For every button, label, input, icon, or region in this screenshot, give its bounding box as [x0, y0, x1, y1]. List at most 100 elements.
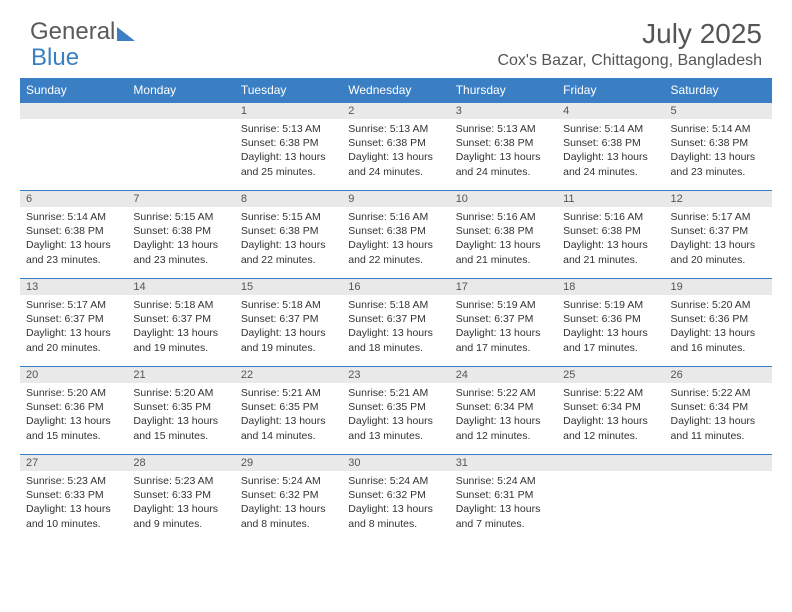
sunset-text: Sunset: 6:38 PM: [563, 136, 658, 150]
calendar-cell: 14Sunrise: 5:18 AMSunset: 6:37 PMDayligh…: [127, 279, 234, 367]
calendar-cell: [665, 455, 772, 543]
day-number: 25: [557, 367, 664, 383]
logo: General: [30, 18, 135, 46]
cell-body: Sunrise: 5:13 AMSunset: 6:38 PMDaylight:…: [450, 119, 557, 183]
sunrise-text: Sunrise: 5:18 AM: [241, 298, 336, 312]
cell-body: Sunrise: 5:14 AMSunset: 6:38 PMDaylight:…: [665, 119, 772, 183]
day-number: 1: [235, 103, 342, 119]
day-number: 7: [127, 191, 234, 207]
calendar-cell: 7Sunrise: 5:15 AMSunset: 6:38 PMDaylight…: [127, 191, 234, 279]
cell-body: Sunrise: 5:16 AMSunset: 6:38 PMDaylight:…: [342, 207, 449, 271]
calendar-cell: 28Sunrise: 5:23 AMSunset: 6:33 PMDayligh…: [127, 455, 234, 543]
day-number: 20: [20, 367, 127, 383]
sunset-text: Sunset: 6:38 PM: [241, 224, 336, 238]
daylight-text: Daylight: 13 hours and 20 minutes.: [26, 326, 121, 354]
calendar-cell: 31Sunrise: 5:24 AMSunset: 6:31 PMDayligh…: [450, 455, 557, 543]
day-number: 21: [127, 367, 234, 383]
day-number: 18: [557, 279, 664, 295]
sunset-text: Sunset: 6:32 PM: [241, 488, 336, 502]
daylight-text: Daylight: 13 hours and 13 minutes.: [348, 414, 443, 442]
daylight-text: Daylight: 13 hours and 7 minutes.: [456, 502, 551, 530]
col-sun: Sunday: [20, 78, 127, 103]
calendar-cell: 3Sunrise: 5:13 AMSunset: 6:38 PMDaylight…: [450, 103, 557, 191]
calendar-cell: 5Sunrise: 5:14 AMSunset: 6:38 PMDaylight…: [665, 103, 772, 191]
daylight-text: Daylight: 13 hours and 22 minutes.: [241, 238, 336, 266]
sunset-text: Sunset: 6:37 PM: [456, 312, 551, 326]
calendar-cell: 12Sunrise: 5:17 AMSunset: 6:37 PMDayligh…: [665, 191, 772, 279]
day-number: 5: [665, 103, 772, 119]
calendar-cell: [127, 103, 234, 191]
daylight-text: Daylight: 13 hours and 8 minutes.: [348, 502, 443, 530]
daylight-text: Daylight: 13 hours and 21 minutes.: [563, 238, 658, 266]
day-number: 3: [450, 103, 557, 119]
sunset-text: Sunset: 6:32 PM: [348, 488, 443, 502]
day-number: 31: [450, 455, 557, 471]
day-number: 10: [450, 191, 557, 207]
calendar-cell: 23Sunrise: 5:21 AMSunset: 6:35 PMDayligh…: [342, 367, 449, 455]
calendar-cell: 15Sunrise: 5:18 AMSunset: 6:37 PMDayligh…: [235, 279, 342, 367]
logo-text-2: Blue: [31, 44, 79, 72]
sunrise-text: Sunrise: 5:23 AM: [26, 474, 121, 488]
sunrise-text: Sunrise: 5:21 AM: [241, 386, 336, 400]
col-fri: Friday: [557, 78, 664, 103]
day-number: 22: [235, 367, 342, 383]
title-block: July 2025 Cox's Bazar, Chittagong, Bangl…: [497, 18, 762, 70]
sunrise-text: Sunrise: 5:19 AM: [563, 298, 658, 312]
cell-body: Sunrise: 5:20 AMSunset: 6:35 PMDaylight:…: [127, 383, 234, 447]
cell-body: Sunrise: 5:14 AMSunset: 6:38 PMDaylight:…: [20, 207, 127, 271]
cell-body: Sunrise: 5:15 AMSunset: 6:38 PMDaylight:…: [235, 207, 342, 271]
sunset-text: Sunset: 6:36 PM: [26, 400, 121, 414]
day-number: [665, 455, 772, 471]
calendar-cell: 21Sunrise: 5:20 AMSunset: 6:35 PMDayligh…: [127, 367, 234, 455]
sunset-text: Sunset: 6:34 PM: [563, 400, 658, 414]
cell-body: [127, 119, 234, 177]
daylight-text: Daylight: 13 hours and 19 minutes.: [241, 326, 336, 354]
calendar-cell: 26Sunrise: 5:22 AMSunset: 6:34 PMDayligh…: [665, 367, 772, 455]
day-number: 24: [450, 367, 557, 383]
cell-body: Sunrise: 5:17 AMSunset: 6:37 PMDaylight:…: [20, 295, 127, 359]
cell-body: Sunrise: 5:18 AMSunset: 6:37 PMDaylight:…: [342, 295, 449, 359]
sunset-text: Sunset: 6:35 PM: [133, 400, 228, 414]
sunset-text: Sunset: 6:34 PM: [671, 400, 766, 414]
sunrise-text: Sunrise: 5:18 AM: [348, 298, 443, 312]
sunrise-text: Sunrise: 5:22 AM: [563, 386, 658, 400]
sunrise-text: Sunrise: 5:16 AM: [563, 210, 658, 224]
sunset-text: Sunset: 6:38 PM: [26, 224, 121, 238]
calendar-cell: 30Sunrise: 5:24 AMSunset: 6:32 PMDayligh…: [342, 455, 449, 543]
calendar-cell: 24Sunrise: 5:22 AMSunset: 6:34 PMDayligh…: [450, 367, 557, 455]
cell-body: Sunrise: 5:17 AMSunset: 6:37 PMDaylight:…: [665, 207, 772, 271]
sunset-text: Sunset: 6:36 PM: [671, 312, 766, 326]
sunrise-text: Sunrise: 5:13 AM: [241, 122, 336, 136]
daylight-text: Daylight: 13 hours and 8 minutes.: [241, 502, 336, 530]
daylight-text: Daylight: 13 hours and 11 minutes.: [671, 414, 766, 442]
daylight-text: Daylight: 13 hours and 24 minutes.: [563, 150, 658, 178]
day-number: 19: [665, 279, 772, 295]
day-number: 23: [342, 367, 449, 383]
daylight-text: Daylight: 13 hours and 15 minutes.: [133, 414, 228, 442]
sunset-text: Sunset: 6:34 PM: [456, 400, 551, 414]
cell-body: Sunrise: 5:16 AMSunset: 6:38 PMDaylight:…: [450, 207, 557, 271]
cell-body: Sunrise: 5:24 AMSunset: 6:32 PMDaylight:…: [235, 471, 342, 535]
cell-body: [557, 471, 664, 529]
day-number: 11: [557, 191, 664, 207]
daylight-text: Daylight: 13 hours and 23 minutes.: [133, 238, 228, 266]
calendar-cell: 11Sunrise: 5:16 AMSunset: 6:38 PMDayligh…: [557, 191, 664, 279]
sunrise-text: Sunrise: 5:17 AM: [671, 210, 766, 224]
sunrise-text: Sunrise: 5:15 AM: [241, 210, 336, 224]
sunrise-text: Sunrise: 5:20 AM: [133, 386, 228, 400]
sunset-text: Sunset: 6:36 PM: [563, 312, 658, 326]
day-number: 28: [127, 455, 234, 471]
day-number: 29: [235, 455, 342, 471]
cell-body: Sunrise: 5:21 AMSunset: 6:35 PMDaylight:…: [342, 383, 449, 447]
daylight-text: Daylight: 13 hours and 24 minutes.: [348, 150, 443, 178]
sunrise-text: Sunrise: 5:18 AM: [133, 298, 228, 312]
day-number: 14: [127, 279, 234, 295]
sunrise-text: Sunrise: 5:16 AM: [456, 210, 551, 224]
sunrise-text: Sunrise: 5:24 AM: [348, 474, 443, 488]
cell-body: Sunrise: 5:20 AMSunset: 6:36 PMDaylight:…: [20, 383, 127, 447]
cell-body: Sunrise: 5:16 AMSunset: 6:38 PMDaylight:…: [557, 207, 664, 271]
sunset-text: Sunset: 6:38 PM: [348, 136, 443, 150]
calendar-body: 1Sunrise: 5:13 AMSunset: 6:38 PMDaylight…: [20, 103, 772, 543]
cell-body: Sunrise: 5:23 AMSunset: 6:33 PMDaylight:…: [127, 471, 234, 535]
calendar-cell: 29Sunrise: 5:24 AMSunset: 6:32 PMDayligh…: [235, 455, 342, 543]
